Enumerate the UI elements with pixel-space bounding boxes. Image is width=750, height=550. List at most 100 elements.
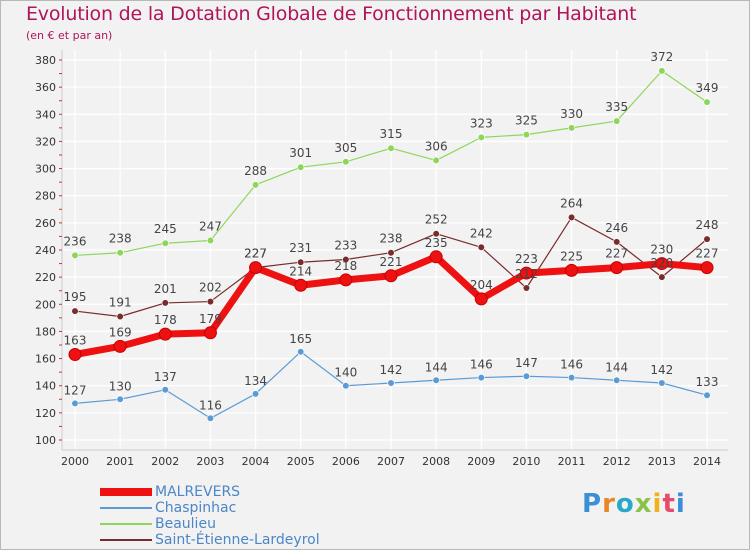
data-label: 252 bbox=[425, 213, 448, 227]
data-point bbox=[161, 299, 169, 307]
data-point bbox=[522, 284, 531, 292]
data-label: 204 bbox=[470, 278, 493, 292]
data-point bbox=[519, 266, 533, 280]
data-label: 144 bbox=[605, 360, 628, 374]
y-tick-label: 180 bbox=[35, 325, 56, 338]
data-point bbox=[297, 258, 305, 266]
data-label: 238 bbox=[380, 232, 403, 246]
y-tick-label: 300 bbox=[35, 163, 56, 176]
data-point bbox=[161, 239, 169, 247]
data-label: 165 bbox=[289, 332, 312, 346]
legend-swatch-saint-etienne-lardeyrol bbox=[100, 539, 152, 541]
legend-label: Beaulieu bbox=[155, 516, 216, 532]
data-label: 231 bbox=[289, 241, 312, 255]
data-point bbox=[206, 414, 215, 422]
proxiti-logo: Proxiti bbox=[582, 489, 686, 519]
data-point bbox=[613, 117, 621, 125]
x-tick-label: 2010 bbox=[512, 455, 540, 468]
x-tick-label: 2000 bbox=[61, 455, 89, 468]
data-label: 221 bbox=[380, 255, 403, 269]
data-label: 137 bbox=[154, 370, 177, 384]
data-point bbox=[387, 144, 395, 152]
data-label: 212 bbox=[515, 267, 538, 281]
x-tick-label: 2014 bbox=[693, 455, 721, 468]
y-tick-label: 220 bbox=[35, 271, 56, 284]
data-label: 202 bbox=[199, 281, 222, 295]
y-tick-label: 380 bbox=[35, 54, 56, 67]
data-point bbox=[477, 243, 485, 251]
y-tick-label: 140 bbox=[35, 380, 56, 393]
data-point bbox=[658, 379, 666, 387]
data-label: 227 bbox=[605, 247, 628, 261]
data-label: 140 bbox=[334, 366, 357, 380]
data-label: 248 bbox=[696, 218, 719, 232]
data-point bbox=[610, 261, 624, 275]
data-label: 323 bbox=[470, 116, 493, 130]
data-label: 201 bbox=[154, 282, 177, 296]
data-label: 264 bbox=[560, 196, 583, 210]
data-label: 349 bbox=[696, 81, 719, 95]
x-tick-label: 2008 bbox=[422, 455, 450, 468]
data-point bbox=[567, 213, 576, 222]
chart-subtitle: (en € et par an) bbox=[26, 29, 113, 42]
data-point bbox=[700, 261, 714, 275]
data-point bbox=[249, 261, 263, 275]
data-label: 214 bbox=[289, 264, 312, 278]
data-label: 142 bbox=[650, 363, 673, 377]
data-label: 134 bbox=[244, 374, 267, 388]
data-label: 238 bbox=[109, 232, 132, 246]
legend-label: MALREVERS bbox=[155, 484, 241, 500]
data-point bbox=[68, 348, 82, 361]
data-label: 235 bbox=[425, 236, 448, 250]
data-point bbox=[567, 124, 576, 132]
data-label: 146 bbox=[560, 358, 583, 372]
data-point bbox=[116, 395, 124, 403]
data-label: 178 bbox=[154, 313, 177, 327]
data-label: 245 bbox=[154, 222, 177, 236]
data-point bbox=[703, 235, 711, 243]
legend-swatch-beaulieu bbox=[100, 523, 152, 525]
x-tick-label: 2005 bbox=[287, 455, 315, 468]
data-point bbox=[384, 269, 398, 283]
data-label: 191 bbox=[109, 296, 132, 310]
data-label: 227 bbox=[696, 247, 719, 261]
data-point bbox=[477, 133, 485, 141]
data-label: 163 bbox=[64, 334, 87, 348]
data-point bbox=[429, 250, 443, 264]
data-point bbox=[387, 379, 395, 387]
data-point bbox=[477, 373, 485, 382]
data-point bbox=[387, 249, 395, 257]
data-label: 325 bbox=[515, 114, 538, 128]
chart-title: Evolution de la Dotation Globale de Fonc… bbox=[26, 3, 637, 25]
data-label: 223 bbox=[515, 252, 538, 266]
legend-label: Chaspinhac bbox=[155, 500, 237, 516]
data-label: 246 bbox=[605, 221, 628, 235]
data-label: 179 bbox=[199, 312, 222, 326]
data-point bbox=[703, 98, 711, 106]
y-tick-label: 100 bbox=[35, 434, 56, 447]
data-label: 142 bbox=[380, 363, 403, 377]
data-label: 147 bbox=[515, 356, 538, 370]
data-label: 169 bbox=[109, 325, 132, 339]
data-point bbox=[342, 255, 350, 264]
y-tick-label: 360 bbox=[35, 81, 56, 94]
data-point bbox=[522, 372, 531, 380]
data-label: 372 bbox=[650, 50, 673, 64]
y-tick-label: 200 bbox=[35, 298, 56, 311]
data-point bbox=[297, 163, 305, 171]
logo-letter: x bbox=[634, 489, 653, 519]
data-label: 218 bbox=[334, 259, 357, 273]
x-tick-label: 2009 bbox=[467, 455, 495, 468]
data-point bbox=[206, 297, 215, 306]
x-tick-label: 2012 bbox=[603, 455, 631, 468]
data-point bbox=[206, 236, 215, 245]
data-point bbox=[113, 339, 127, 353]
data-point bbox=[251, 390, 260, 398]
data-point bbox=[71, 251, 79, 260]
data-label: 220 bbox=[650, 256, 673, 270]
data-label: 195 bbox=[64, 290, 87, 304]
x-tick-label: 2001 bbox=[106, 455, 134, 468]
x-tick-label: 2011 bbox=[558, 455, 586, 468]
data-point bbox=[474, 292, 488, 306]
